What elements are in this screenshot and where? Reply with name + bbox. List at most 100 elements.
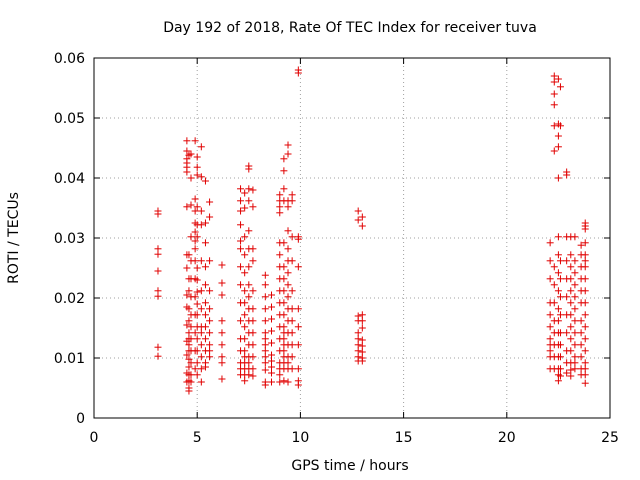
data-point	[191, 137, 199, 145]
data-point	[288, 257, 296, 265]
data-point	[241, 335, 249, 343]
data-point	[294, 381, 302, 389]
data-point	[581, 365, 589, 373]
data-point	[187, 150, 195, 158]
data-point	[249, 365, 257, 373]
data-point	[193, 359, 201, 367]
data-point	[358, 342, 366, 350]
data-point	[567, 275, 575, 283]
data-point	[197, 329, 205, 337]
data-point	[185, 317, 193, 325]
data-point	[354, 207, 362, 215]
grid-lines	[94, 58, 610, 418]
data-point	[249, 287, 257, 295]
data-point	[191, 207, 199, 215]
data-point	[294, 323, 302, 331]
data-point	[288, 341, 296, 349]
data-point	[288, 233, 296, 241]
data-point	[354, 329, 362, 337]
y-tick-label: 0.02	[54, 291, 85, 307]
data-point	[358, 317, 366, 325]
x-axis-label: GPS time / hours	[291, 458, 408, 474]
data-point	[280, 239, 288, 247]
data-point	[154, 210, 162, 218]
data-point	[187, 201, 195, 209]
data-point	[183, 168, 191, 176]
data-point	[245, 359, 253, 367]
data-point	[567, 372, 575, 380]
data-point	[191, 365, 199, 373]
data-point	[183, 147, 191, 155]
data-point	[154, 292, 162, 300]
data-point	[284, 281, 292, 289]
data-point	[193, 335, 201, 343]
data-point	[191, 228, 199, 236]
data-point	[183, 351, 191, 359]
data-point	[567, 335, 575, 343]
data-point	[268, 339, 276, 347]
data-point	[581, 257, 589, 265]
data-point	[567, 323, 575, 331]
data-point	[556, 122, 564, 130]
data-point	[193, 276, 201, 284]
data-point	[193, 264, 201, 272]
data-point	[245, 281, 253, 289]
data-point	[197, 173, 205, 181]
data-point	[563, 293, 571, 301]
data-point	[241, 377, 249, 385]
data-point	[249, 245, 257, 253]
data-point	[249, 341, 257, 349]
data-point	[554, 317, 562, 325]
data-point	[280, 377, 288, 385]
data-point	[546, 347, 554, 355]
data-point	[261, 281, 269, 289]
data-point	[197, 207, 205, 215]
data-point	[249, 203, 257, 211]
data-point	[193, 300, 201, 308]
data-point	[201, 323, 209, 331]
data-point	[237, 185, 245, 193]
data-point	[354, 335, 362, 343]
data-point	[280, 335, 288, 343]
data-point	[556, 293, 564, 301]
data-point	[261, 305, 269, 313]
data-point	[554, 75, 562, 83]
data-point	[193, 233, 201, 241]
data-point	[554, 251, 562, 259]
data-point	[554, 377, 562, 385]
data-point	[183, 137, 191, 145]
data-point	[261, 329, 269, 337]
y-tick-label: 0.01	[54, 351, 85, 367]
data-point	[261, 359, 269, 367]
data-point	[280, 311, 288, 319]
data-point	[245, 371, 253, 379]
data-point	[261, 366, 269, 374]
data-point	[218, 375, 226, 383]
data-point	[185, 363, 193, 371]
data-point	[201, 263, 209, 271]
data-point	[571, 257, 579, 265]
x-tick-label: 10	[291, 430, 309, 446]
data-point	[567, 251, 575, 259]
data-point	[280, 347, 288, 355]
x-tick-label: 5	[193, 430, 202, 446]
data-point	[249, 372, 257, 380]
data-point	[581, 323, 589, 331]
chart-title: Day 192 of 2018, Rate Of TEC Index for r…	[163, 20, 537, 36]
data-point	[261, 317, 269, 325]
data-point	[187, 174, 195, 182]
data-point	[554, 287, 562, 295]
data-point	[354, 347, 362, 355]
data-point	[550, 90, 558, 98]
data-point	[193, 171, 201, 179]
data-point	[183, 264, 191, 272]
data-point	[237, 207, 245, 215]
data-point	[546, 257, 554, 265]
data-point	[550, 263, 558, 271]
data-point	[185, 387, 193, 395]
data-point	[554, 132, 562, 140]
data-point	[581, 263, 589, 271]
data-point	[581, 225, 589, 233]
data-point	[237, 281, 245, 289]
data-point	[276, 203, 284, 211]
